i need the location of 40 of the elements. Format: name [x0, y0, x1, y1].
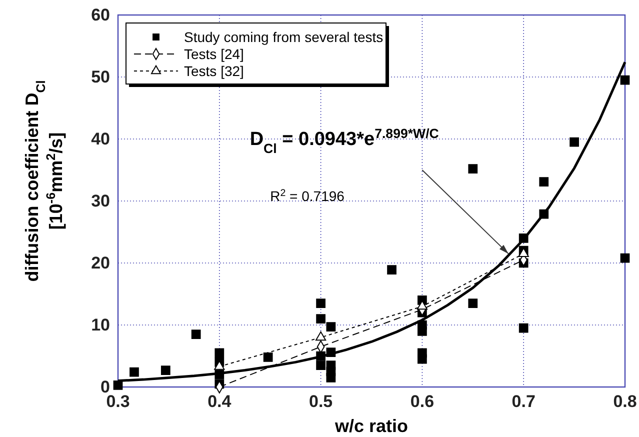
point: [326, 373, 336, 382]
x-tick-label: 0.4: [208, 392, 232, 412]
point: [387, 265, 396, 275]
annotation: D$_{Cl}$ = 0.0943*e$^{7.899*W/C}$: [250, 126, 440, 156]
point: [620, 253, 630, 263]
point: [326, 322, 336, 332]
legend-label: Tests [32]: [184, 63, 244, 79]
point: [263, 352, 273, 362]
point: [316, 298, 326, 308]
point: [518, 323, 528, 333]
point: [113, 380, 123, 390]
point: [468, 164, 478, 174]
y-tick-label: 10: [91, 315, 110, 334]
point: [316, 314, 326, 324]
legend-label: Study coming from several tests: [184, 29, 384, 45]
x-tick-label: 0.5: [308, 392, 333, 412]
point: [214, 348, 224, 358]
x-tick-label: 0.7: [512, 392, 536, 412]
x-axis-title: w/c ratio: [334, 416, 408, 436]
y-tick-label: 50: [91, 67, 110, 86]
point: [539, 177, 549, 186]
point: [160, 366, 170, 375]
y-tick-label: 60: [91, 5, 110, 24]
legend-label: Tests [24]: [184, 46, 244, 62]
x-tick-label: 0.6: [410, 392, 434, 412]
point: [316, 360, 326, 370]
point: [468, 298, 478, 308]
point: [130, 367, 139, 377]
y-tick-label: 30: [91, 191, 110, 210]
point: [416, 300, 428, 310]
x-tick-label: 0.8: [613, 392, 637, 412]
annotation: R$^{2}$ = 0.7196: [270, 188, 345, 204]
point: [570, 137, 579, 147]
y-tick-label: 20: [91, 253, 110, 272]
point: [418, 354, 427, 364]
point: [620, 75, 630, 85]
y-tick-label: 40: [91, 129, 110, 148]
point: [191, 330, 201, 339]
point: [315, 331, 326, 341]
point: [418, 326, 427, 336]
